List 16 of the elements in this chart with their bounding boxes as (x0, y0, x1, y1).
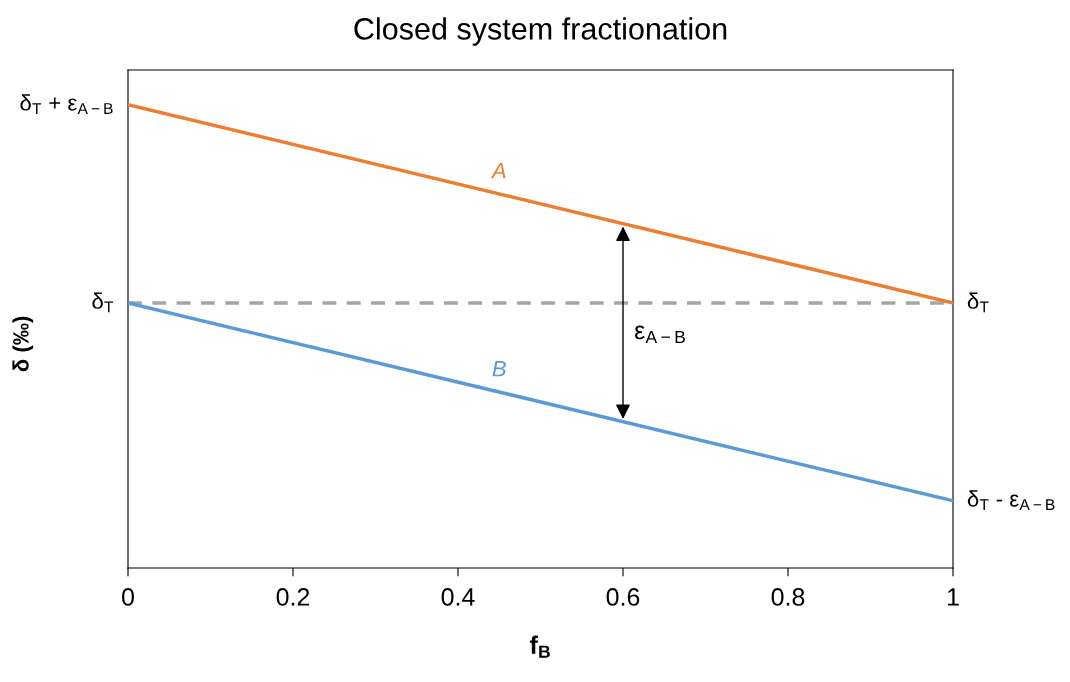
text: δ$_{T}$ (967, 292, 989, 313)
annotation: ε$_{A−B}$ (634, 325, 685, 343)
x-tick-label: 0.2 (276, 588, 310, 606)
x-tick-label: 1 (947, 588, 959, 606)
text: δ$_{T}$ + ε$_{A−B}$ (20, 94, 113, 114)
x-axis-title: f$_{B}$ (529, 635, 550, 658)
text: δ$_{T}$ (92, 292, 114, 313)
series-label: B (492, 361, 506, 377)
chart-title: Closed system fractionation (354, 17, 727, 46)
series-label: A (490, 162, 506, 179)
x-tick-label: 0.8 (771, 588, 805, 606)
text: δ$_{T}$ - ε$_{A−B}$ (967, 490, 1055, 510)
x-tick-label: 0.4 (441, 588, 475, 606)
x-tick-label: 0 (122, 588, 134, 606)
y-axis-title: δ (‰) (12, 316, 34, 372)
x-tick-label: 0.6 (606, 588, 640, 606)
